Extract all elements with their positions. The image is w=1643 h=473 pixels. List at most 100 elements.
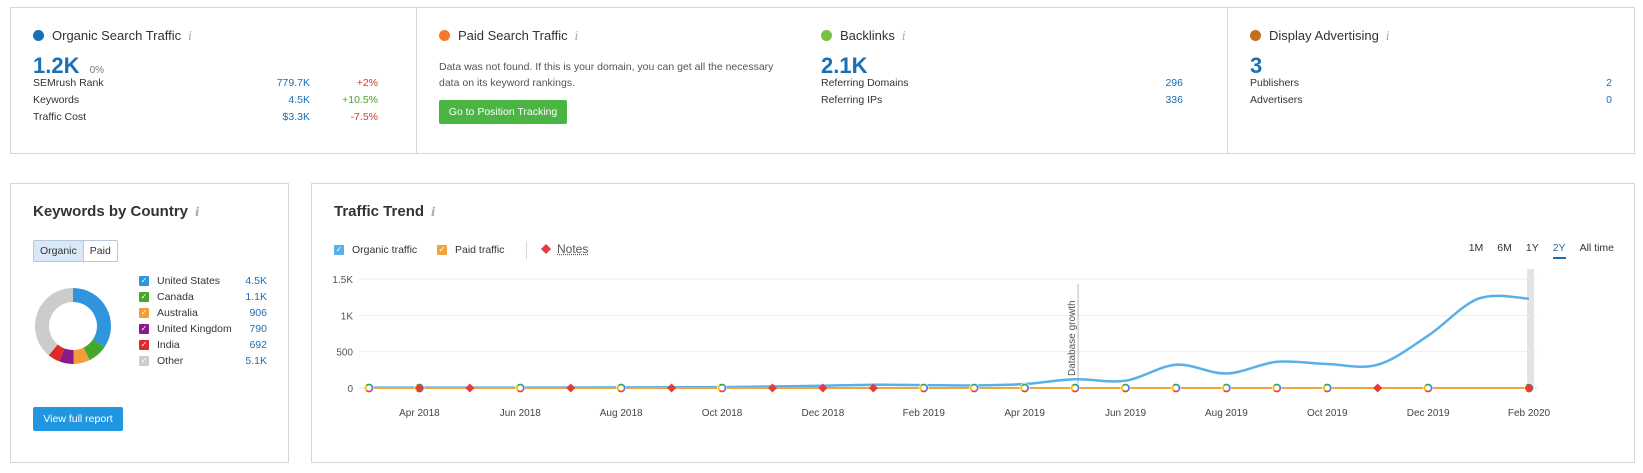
country-row[interactable]: ✓ India 692: [139, 339, 267, 353]
paid-title[interactable]: Paid Search Traffic: [458, 28, 568, 43]
row-label: Referring IPs: [821, 94, 883, 106]
note-marker-icon[interactable]: [818, 383, 828, 393]
row-value[interactable]: 2: [1606, 77, 1612, 89]
country-row[interactable]: ✓ Canada 1.1K: [139, 291, 267, 305]
checkbox-checked-icon[interactable]: ✓: [437, 245, 447, 255]
row-value[interactable]: $3.3K: [282, 111, 310, 123]
checkbox-checked-icon[interactable]: ✓: [139, 324, 149, 334]
view-full-report-button[interactable]: View full report: [33, 407, 123, 431]
row-value[interactable]: 0: [1606, 94, 1612, 106]
country-row[interactable]: ✓ United States 4.5K: [139, 275, 267, 289]
organic-title[interactable]: Organic Search Traffic: [52, 28, 182, 43]
x-tick-label: Feb 2020: [1508, 408, 1551, 419]
note-marker-icon[interactable]: [667, 383, 677, 393]
note-marker-icon[interactable]: [465, 383, 475, 393]
google-update-marker-icon[interactable]: [1120, 383, 1131, 393]
y-tick-label: 500: [336, 348, 353, 359]
google-update-marker-icon[interactable]: [364, 383, 374, 393]
info-icon[interactable]: i: [574, 28, 579, 43]
divider: [1227, 8, 1228, 153]
google-update-marker-icon[interactable]: [918, 383, 929, 393]
google-update-marker-icon[interactable]: [616, 383, 627, 393]
note-marker-icon[interactable]: [414, 383, 424, 393]
row-value[interactable]: 336: [1165, 94, 1183, 106]
organic-traffic-line[interactable]: [368, 294, 1530, 389]
range-2y[interactable]: 2Y: [1552, 242, 1566, 259]
info-icon[interactable]: i: [195, 204, 200, 219]
row-value[interactable]: 296: [1165, 77, 1183, 89]
country-donut-chart: [35, 288, 111, 364]
backlinks-title[interactable]: Backlinks: [840, 28, 895, 43]
checkbox-checked-icon[interactable]: ✓: [139, 276, 149, 286]
donut-slice[interactable]: [72, 288, 111, 348]
google-update-marker-icon[interactable]: [1019, 383, 1030, 393]
row-change: +10.5%: [342, 94, 378, 106]
country-value[interactable]: 1.1K: [245, 291, 267, 303]
note-marker-icon[interactable]: [868, 383, 878, 393]
donut-slice[interactable]: [73, 347, 90, 364]
country-value[interactable]: 5.1K: [245, 355, 267, 367]
country-value[interactable]: 790: [249, 323, 267, 335]
note-marker-icon[interactable]: [1524, 383, 1534, 393]
organic-value[interactable]: 1.2K: [33, 53, 80, 78]
info-icon[interactable]: i: [431, 204, 436, 219]
country-row[interactable]: ✓ United Kingdom 790: [139, 323, 267, 337]
checkbox-checked-icon[interactable]: ✓: [139, 356, 149, 366]
checkbox-checked-icon[interactable]: ✓: [139, 340, 149, 350]
google-update-marker-icon[interactable]: [1221, 383, 1232, 393]
display-dot-icon: [1250, 30, 1261, 41]
range-all-time[interactable]: All time: [1579, 242, 1614, 254]
donut-slice[interactable]: [35, 288, 74, 356]
row-value[interactable]: 4.5K: [288, 94, 310, 106]
google-update-marker-icon[interactable]: [515, 383, 526, 393]
google-update-marker-icon[interactable]: [969, 383, 980, 393]
row-label: Advertisers: [1250, 94, 1303, 106]
kbc-title: Keywords by Country: [33, 203, 189, 220]
google-update-marker-icon[interactable]: [1070, 383, 1081, 393]
checkbox-checked-icon[interactable]: ✓: [139, 308, 149, 318]
notes-link[interactable]: Notes: [557, 242, 589, 256]
google-update-marker-icon[interactable]: [1322, 383, 1333, 393]
position-tracking-button[interactable]: Go to Position Tracking: [439, 100, 567, 124]
trend-title: Traffic Trend: [334, 203, 425, 220]
range-selector: 1M 6M 1Y 2Y All time: [1469, 242, 1614, 259]
donut-slice[interactable]: [59, 348, 74, 364]
info-icon[interactable]: i: [901, 28, 906, 43]
google-update-marker-icon[interactable]: [1423, 383, 1434, 393]
backlinks-value[interactable]: 2.1K: [821, 53, 868, 78]
display-value[interactable]: 3: [1250, 53, 1263, 78]
info-icon[interactable]: i: [1385, 28, 1390, 43]
range-1y[interactable]: 1Y: [1525, 242, 1539, 254]
tab-paid[interactable]: Paid: [83, 241, 117, 261]
checkbox-checked-icon[interactable]: ✓: [139, 292, 149, 302]
google-update-marker-icon[interactable]: [1170, 383, 1181, 393]
tab-organic[interactable]: Organic: [34, 241, 84, 261]
google-update-marker-icon[interactable]: [717, 383, 728, 393]
note-marker-icon[interactable]: [1373, 383, 1383, 393]
backlinks-dot-icon: [821, 30, 832, 41]
checkbox-checked-icon[interactable]: ✓: [334, 245, 344, 255]
note-marker-icon[interactable]: [566, 383, 576, 393]
range-6m[interactable]: 6M: [1497, 242, 1512, 254]
row-value[interactable]: 779.7K: [276, 77, 310, 89]
google-update-marker-icon[interactable]: [1271, 383, 1282, 393]
country-row[interactable]: ✓ Australia 906: [139, 307, 267, 321]
country-row[interactable]: ✓ Other 5.1K: [139, 355, 267, 369]
range-1m[interactable]: 1M: [1468, 242, 1484, 254]
x-tick-label: Dec 2019: [1407, 408, 1450, 419]
legend-organic[interactable]: ✓ Organic traffic: [334, 244, 417, 256]
donut-slice[interactable]: [83, 338, 105, 361]
legend-paid[interactable]: ✓ Paid traffic: [437, 244, 504, 256]
display-title[interactable]: Display Advertising: [1269, 28, 1379, 43]
organic-value-block: 1.2K 0%: [33, 53, 104, 79]
note-marker-icon[interactable]: [767, 383, 777, 393]
divider: [416, 8, 417, 153]
info-icon[interactable]: i: [188, 28, 192, 43]
donut-slice[interactable]: [48, 344, 65, 362]
country-value[interactable]: 906: [249, 307, 267, 319]
organic-row-cost: Traffic Cost $3.3K: [33, 111, 310, 125]
x-tick-label: Oct 2018: [702, 408, 743, 419]
legend-notes[interactable]: Notes: [540, 242, 588, 256]
country-value[interactable]: 692: [249, 339, 267, 351]
country-value[interactable]: 4.5K: [245, 275, 267, 287]
